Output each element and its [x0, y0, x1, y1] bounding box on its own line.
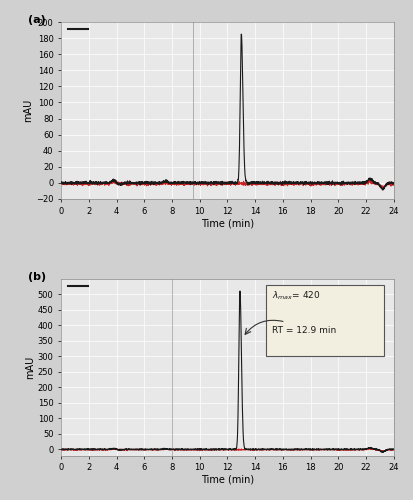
- X-axis label: Time (min): Time (min): [200, 475, 254, 485]
- Text: (b): (b): [28, 272, 46, 281]
- Y-axis label: mAU: mAU: [23, 99, 33, 122]
- FancyBboxPatch shape: [266, 285, 383, 356]
- Text: $\lambda_{max}$= 420: $\lambda_{max}$= 420: [271, 290, 320, 302]
- Text: RT = 12.9 min: RT = 12.9 min: [271, 326, 335, 335]
- X-axis label: Time (min): Time (min): [200, 218, 254, 228]
- Y-axis label: mAU: mAU: [25, 356, 35, 378]
- Text: (a): (a): [28, 15, 45, 25]
